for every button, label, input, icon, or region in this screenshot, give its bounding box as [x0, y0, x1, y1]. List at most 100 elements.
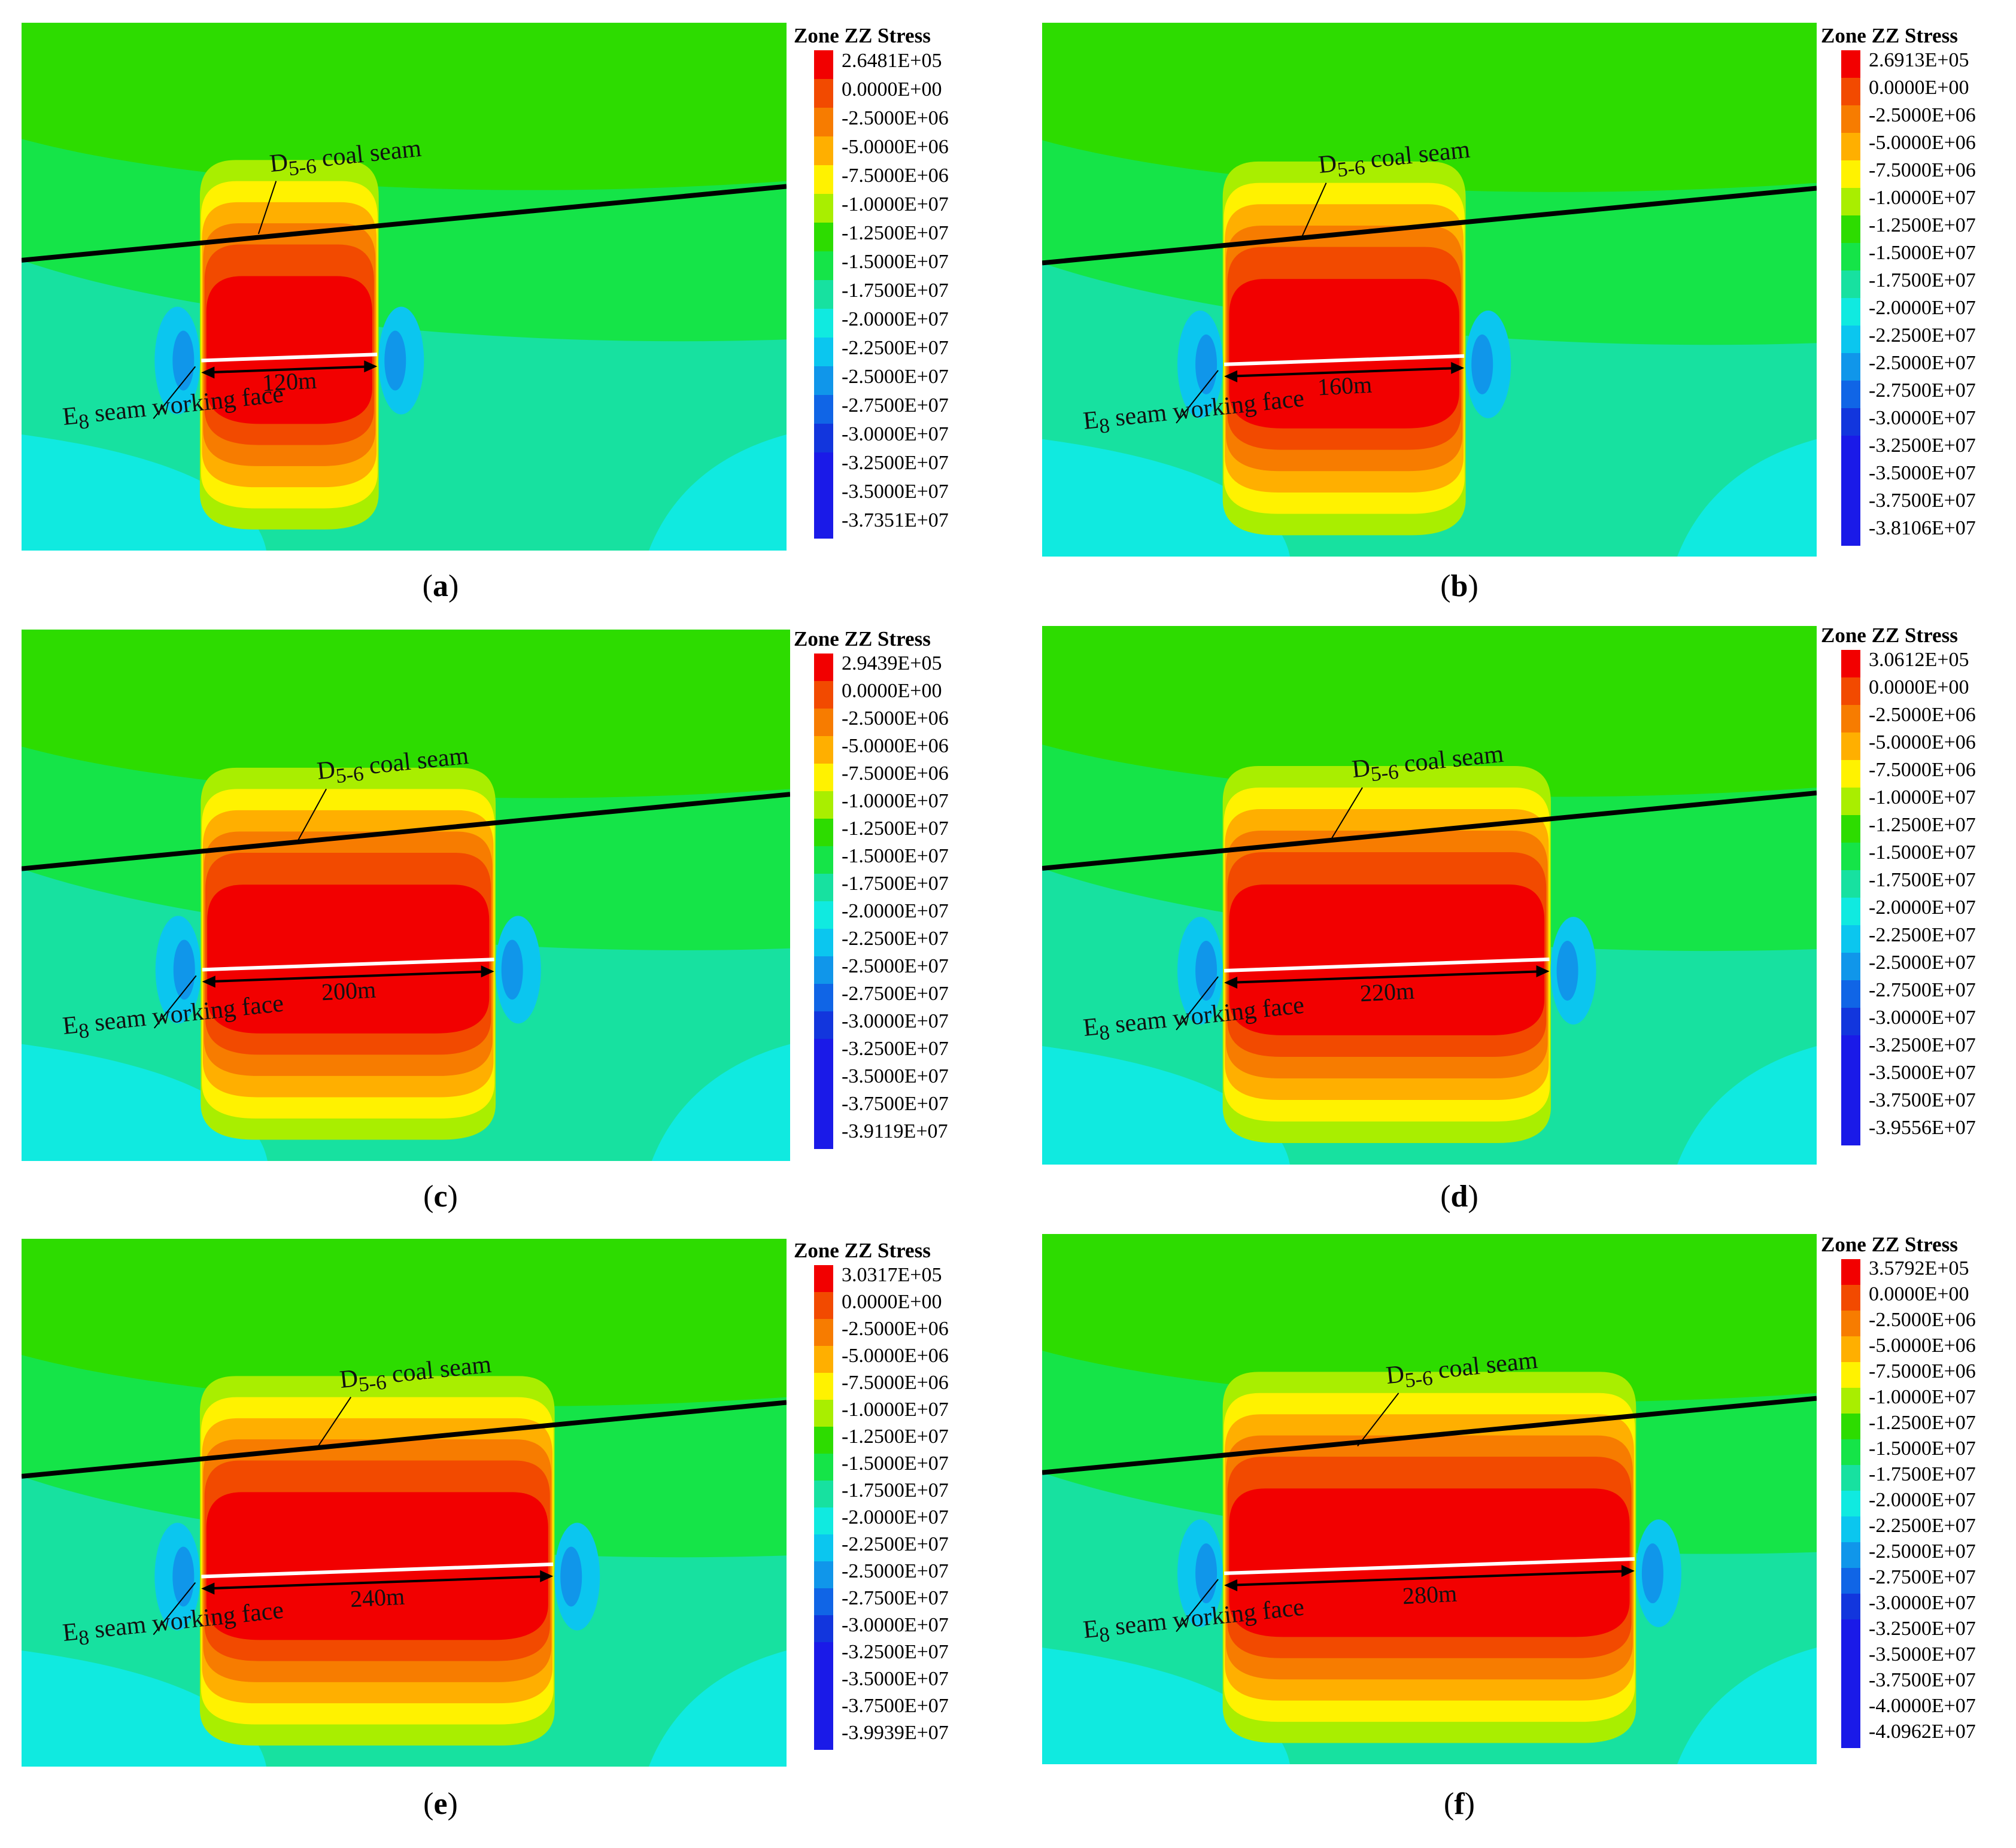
legend-swatch: [1841, 1542, 1860, 1568]
working-face-label-main: E: [1082, 406, 1100, 436]
coal-seam-label-sub: 5-6: [287, 154, 318, 180]
span-arrow-head-right: [1451, 361, 1465, 374]
contour-plot: [1042, 23, 1817, 557]
legend-value: -2.5000E+07: [1869, 1540, 1976, 1563]
abutment-lobe-inner: [1471, 334, 1493, 394]
coal-seam-label-sub: 5-6: [334, 761, 365, 788]
legend-swatch: [814, 1669, 833, 1696]
legend-swatch: [1841, 1118, 1860, 1145]
legend-swatch: [814, 956, 833, 984]
legend-value: -7.5000E+06: [1869, 159, 1976, 181]
field-cyan-zone-left: [1042, 439, 1291, 557]
working-face-line: [201, 1562, 554, 1579]
legend-swatch: [1841, 898, 1860, 925]
legend-value: 2.9439E+05: [842, 652, 942, 674]
legend-swatch: [814, 1066, 833, 1094]
legend-value: 3.0317E+05: [842, 1264, 942, 1286]
face-leader-line: [153, 975, 197, 1029]
legend-value: -7.5000E+06: [842, 762, 949, 785]
legend-swatch: [814, 1534, 833, 1561]
stress-band-5: [1229, 1488, 1630, 1637]
span-arrow-head-left: [202, 975, 215, 988]
legend-value: -3.0000E+07: [842, 1614, 949, 1636]
legend-swatch: [814, 50, 833, 79]
field-cyan-zone-right: [648, 1650, 787, 1767]
span-arrow-line: [1228, 969, 1546, 984]
working-face-line: [202, 958, 494, 972]
legend-value: -3.0000E+07: [1869, 1592, 1976, 1614]
working-face-line: [201, 352, 378, 363]
legend-value: -3.5000E+07: [842, 1668, 949, 1690]
legend-swatch: [1841, 788, 1860, 815]
legend-swatch: [1841, 1414, 1860, 1439]
legend-swatch: [1841, 815, 1860, 843]
legend-swatch: [814, 1346, 833, 1373]
legend-value: -3.2500E+07: [1869, 434, 1976, 457]
legend-value: -3.5000E+07: [1869, 1643, 1976, 1665]
face-leader-line: [1176, 976, 1219, 1031]
legend-title: Zone ZZ Stress: [794, 627, 931, 651]
legend-value: -1.7500E+07: [842, 279, 949, 302]
coal-seam-label-main: D: [315, 756, 337, 786]
working-face-label-main: E: [1082, 1615, 1100, 1644]
legend-value: -3.0000E+07: [842, 423, 949, 445]
legend-color-bar: [814, 1265, 833, 1750]
contour-svg: [1042, 626, 1817, 1165]
contour-svg: [22, 1239, 787, 1767]
legend-value: -3.2500E+07: [1869, 1034, 1976, 1056]
legend-swatch: [814, 1696, 833, 1723]
legend-swatch: [1841, 1035, 1860, 1063]
contour-plot: [22, 1239, 787, 1767]
legend-value: -1.0000E+07: [842, 193, 949, 215]
span-arrow-line: [1228, 366, 1461, 378]
legend-swatch: [1841, 1439, 1860, 1465]
abutment-lobe-inner: [560, 1546, 582, 1607]
legend-swatch: [814, 136, 833, 165]
span-arrow-head-right: [364, 360, 378, 373]
legend-value: -3.5000E+07: [1869, 1062, 1976, 1084]
legend-value: -2.5000E+06: [842, 107, 949, 129]
legend-swatch: [814, 929, 833, 956]
contour-svg: [22, 23, 787, 551]
legend-swatch: [814, 481, 833, 510]
legend-swatch: [814, 108, 833, 136]
coal-seam-label-main: D: [338, 1364, 360, 1394]
legend-value: -1.7500E+07: [842, 1479, 949, 1502]
working-face-label-sub: 8: [77, 1625, 90, 1650]
legend-value: -1.5000E+07: [1869, 242, 1976, 264]
coal-seam-line: [1042, 1396, 1817, 1475]
field-cyan-zone-right: [648, 434, 787, 551]
span-arrow-head-left: [201, 366, 215, 379]
legend-swatch: [1841, 326, 1860, 353]
legend-value: -3.0000E+07: [1869, 1007, 1976, 1029]
abutment-lobe-inner: [1641, 1543, 1663, 1604]
coal-seam-label-main: D: [1350, 754, 1372, 784]
span-arrow-head-right: [1536, 965, 1550, 977]
legend-value: -2.0000E+07: [1869, 896, 1976, 919]
abutment-lobe-inner: [384, 330, 406, 391]
legend-value: -3.9119E+07: [842, 1120, 948, 1142]
contour-svg: [22, 630, 790, 1161]
legend-value: 0.0000E+00: [1869, 1283, 1969, 1305]
contour-plot: [22, 630, 790, 1161]
legend-swatch: [1841, 133, 1860, 160]
legend-value: -2.5000E+07: [1869, 352, 1976, 374]
legend-swatch: [814, 510, 833, 539]
legend-value: -2.0000E+07: [842, 1506, 949, 1528]
legend-swatch: [814, 1615, 833, 1642]
legend-swatch: [1841, 436, 1860, 463]
legend-swatch: [1841, 353, 1860, 381]
working-face-label-sub: 8: [77, 409, 90, 434]
legend-swatch: [814, 452, 833, 481]
face-leader-line: [153, 1582, 196, 1636]
legend-swatch: [1841, 215, 1860, 243]
face-leader-line: [153, 366, 196, 420]
legend-value: -1.5000E+07: [842, 845, 949, 867]
seam-leader-line: [1357, 1393, 1399, 1447]
legend-swatch: [1841, 843, 1860, 870]
panel-caption-letter: c: [433, 1180, 448, 1214]
legend-swatch: [1841, 78, 1860, 105]
legend-swatch: [814, 681, 833, 709]
legend-value: -1.0000E+07: [1869, 1386, 1976, 1408]
legend-swatch: [814, 1588, 833, 1615]
